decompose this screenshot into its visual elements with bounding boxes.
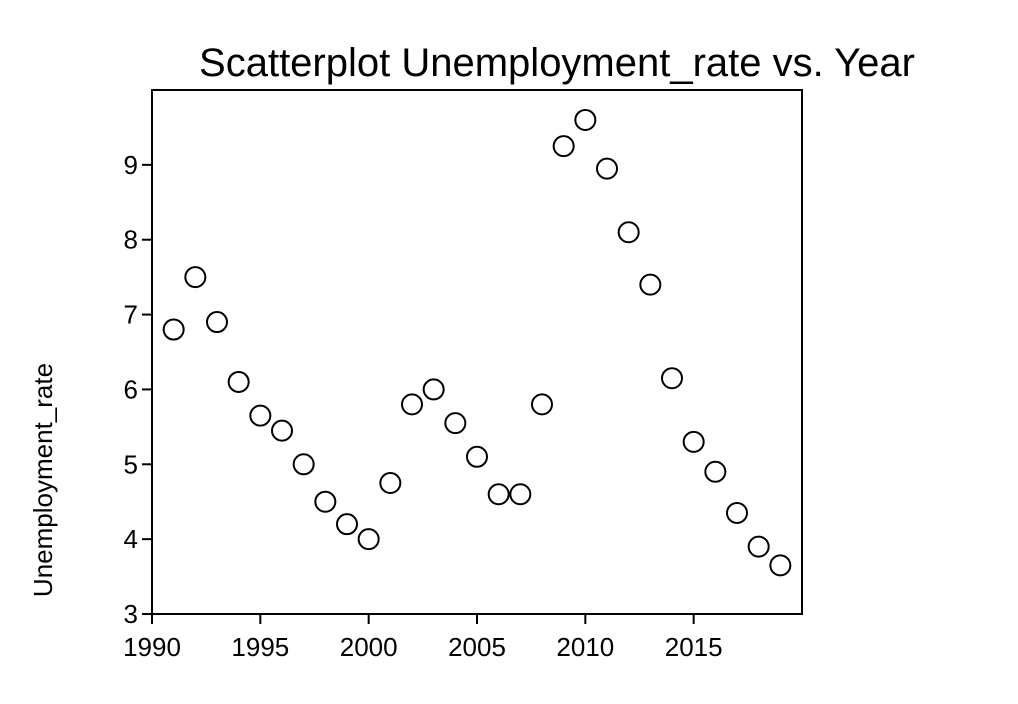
x-tick-label: 1995: [231, 632, 289, 662]
y-tick-label: 9: [124, 150, 138, 180]
data-point: [271, 419, 293, 442]
data-point: [292, 453, 315, 476]
y-tick-label: 7: [124, 300, 138, 330]
data-point: [769, 554, 792, 577]
plot-frame: [151, 89, 803, 615]
data-point: [531, 393, 553, 416]
data-point: [639, 273, 662, 296]
data-point: [422, 378, 445, 401]
x-tick-label: 1990: [123, 632, 181, 662]
data-point: [184, 266, 207, 289]
data-point: [704, 460, 727, 483]
data-point: [206, 311, 228, 334]
data-point: [552, 135, 575, 158]
data-point: [661, 367, 683, 390]
data-point: [726, 501, 748, 524]
data-point: [444, 412, 467, 435]
data-point: [747, 535, 770, 558]
data-point: [509, 483, 532, 506]
y-tick-label: 6: [124, 374, 138, 404]
y-axis-label: Unemployment_rate: [28, 363, 58, 597]
data-point: [596, 157, 618, 180]
y-tick-label: 3: [124, 599, 138, 629]
x-axis: 1990 1995 2000 2005 2010 2015: [123, 614, 723, 662]
y-tick-label: 5: [124, 449, 138, 479]
data-point: [227, 370, 250, 393]
data-point: [336, 513, 358, 536]
data-points: [162, 108, 792, 577]
data-point: [617, 221, 640, 244]
x-tick-label: 2000: [340, 632, 398, 662]
chart-title: Scatterplot Unemployment_rate vs. Year: [199, 41, 915, 85]
y-tick-label: 4: [124, 524, 138, 554]
x-tick-label: 2015: [665, 632, 723, 662]
data-point: [401, 393, 423, 416]
x-tick-label: 2010: [556, 632, 614, 662]
data-point: [466, 445, 488, 468]
x-tick-label: 2005: [448, 632, 506, 662]
data-point: [682, 430, 705, 453]
data-point: [162, 318, 185, 341]
data-point: [379, 472, 402, 494]
data-point: [249, 404, 272, 427]
y-axis: 3 4 5 6 7 8 9: [124, 150, 152, 629]
y-tick-label: 8: [124, 225, 138, 255]
data-point: [487, 483, 510, 506]
data-point: [357, 528, 380, 551]
data-point: [574, 108, 597, 131]
data-point: [314, 490, 337, 513]
